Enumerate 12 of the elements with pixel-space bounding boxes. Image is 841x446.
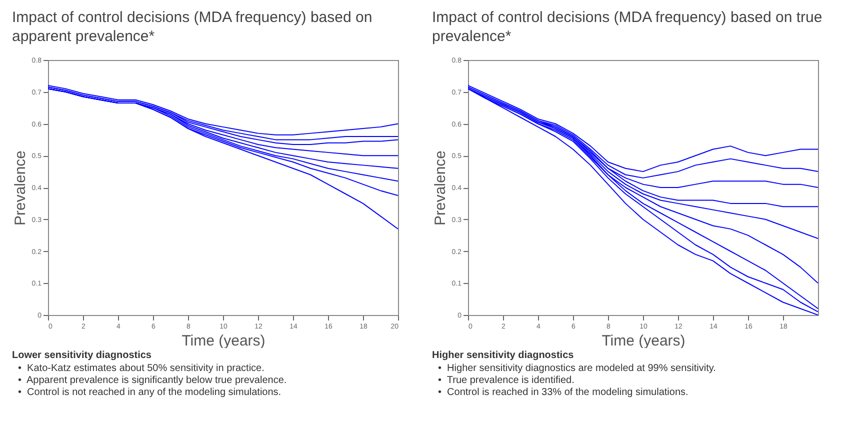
text: • Apparent prevalence is significantly below true prevalence. [18,375,288,386]
chart-title: Impact of control decisions (MDA frequency) based on apparent prevalence* [12,8,374,47]
y-axis-title: Prevalence [432,150,449,226]
text: • Control is reached in 33% of the modeling simulations. [438,387,690,398]
text: • True prevalence is identified. [438,375,576,386]
y-axis-title: Prevalence [12,150,29,226]
text: • Control is not reached in any of the modeling simulations. [18,387,282,398]
chart-title: Impact of control decisions (MDA frequency) based on true prevalence* [432,8,824,47]
text: Higher sensitivity diagnostics [432,350,575,361]
text: • Higher sensitivity diagnostics are modeled at 99% sensitivity. [438,363,717,374]
text: • Kato-Katz estimates about 50% sensitivity in practice. [18,363,266,374]
text: Lower sensitivity diagnostics [12,350,152,361]
